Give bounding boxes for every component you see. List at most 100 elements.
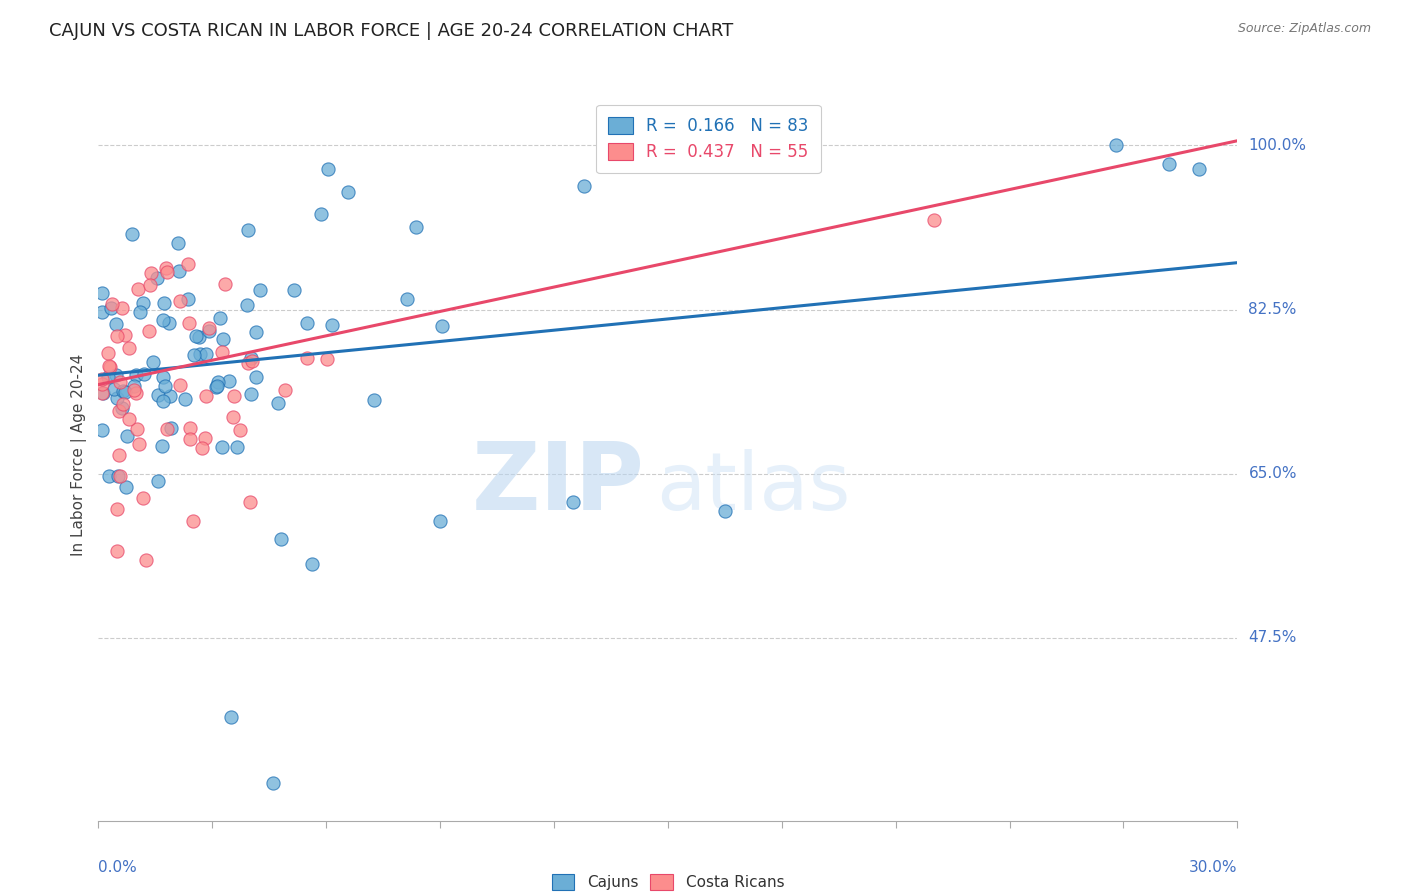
Point [121, 227, 143, 241]
Point [148, 388, 170, 402]
Point [108, 448, 131, 462]
Point [128, 436, 150, 450]
Point [183, 514, 205, 528]
Point [155, 260, 177, 275]
Point [194, 431, 217, 445]
Point [316, 161, 339, 176]
Point [211, 440, 233, 454]
Point [179, 432, 201, 446]
Point [240, 387, 263, 401]
Point [132, 491, 155, 505]
Point [169, 264, 191, 278]
Point [91, 423, 114, 437]
Point [1105, 138, 1128, 153]
Point [159, 390, 181, 404]
Point [100, 301, 122, 316]
Point [111, 301, 134, 315]
Point [209, 310, 232, 325]
Point [224, 389, 246, 403]
Point [108, 404, 131, 418]
Point [98, 469, 121, 483]
Point [105, 502, 128, 516]
Point [197, 321, 219, 335]
Point [177, 316, 200, 330]
Point [240, 354, 263, 368]
Point [191, 441, 214, 455]
Point [139, 277, 162, 292]
Point [274, 383, 297, 397]
Point [110, 469, 132, 483]
Point [97, 346, 120, 360]
Point [188, 346, 211, 360]
Point [283, 283, 305, 297]
Text: 100.0%: 100.0% [1249, 138, 1306, 153]
Text: 65.0%: 65.0% [1249, 467, 1296, 481]
Point [152, 313, 174, 327]
Point [127, 422, 149, 436]
Point [562, 495, 585, 509]
Point [103, 382, 125, 396]
Point [122, 384, 145, 398]
Point [101, 297, 124, 311]
Point [430, 319, 453, 334]
Point [184, 329, 207, 343]
Point [207, 378, 229, 392]
Point [169, 378, 191, 392]
Point [266, 395, 288, 409]
Point [309, 207, 332, 221]
Point [245, 326, 267, 340]
Point [218, 374, 240, 388]
Point [146, 271, 169, 285]
Point [157, 316, 180, 330]
Point [141, 266, 163, 280]
Point [194, 347, 217, 361]
Point [152, 393, 174, 408]
Point [207, 375, 229, 389]
Point [111, 384, 134, 399]
Point [118, 341, 141, 355]
Point [125, 368, 148, 382]
Point [177, 257, 200, 271]
Point [153, 379, 176, 393]
Point [188, 330, 211, 344]
Point [173, 392, 195, 406]
Point [91, 305, 114, 319]
Point [221, 710, 243, 724]
Point [91, 372, 114, 386]
Point [152, 370, 174, 384]
Point [104, 317, 127, 331]
Point [91, 386, 114, 401]
Point [572, 179, 595, 194]
Point [396, 292, 419, 306]
Text: 30.0%: 30.0% [1189, 860, 1237, 874]
Point [156, 265, 179, 279]
Point [91, 376, 114, 391]
Point [245, 369, 267, 384]
Point [111, 401, 134, 416]
Legend: Cajuns, Costa Ricans: Cajuns, Costa Ricans [543, 865, 793, 892]
Point [321, 318, 343, 333]
Point [198, 324, 221, 338]
Point [108, 375, 131, 389]
Point [118, 411, 141, 425]
Point [183, 347, 205, 361]
Point [135, 553, 157, 567]
Point [97, 370, 120, 384]
Point [195, 389, 218, 403]
Point [204, 380, 226, 394]
Point [150, 439, 173, 453]
Point [128, 305, 150, 319]
Point [98, 359, 121, 373]
Point [236, 297, 259, 311]
Point [922, 213, 945, 227]
Point [132, 296, 155, 310]
Point [240, 351, 263, 365]
Point [91, 286, 114, 301]
Point [124, 378, 146, 392]
Point [105, 328, 128, 343]
Point [169, 293, 191, 308]
Point [714, 504, 737, 518]
Point [270, 533, 292, 547]
Point [156, 422, 179, 436]
Point [142, 355, 165, 369]
